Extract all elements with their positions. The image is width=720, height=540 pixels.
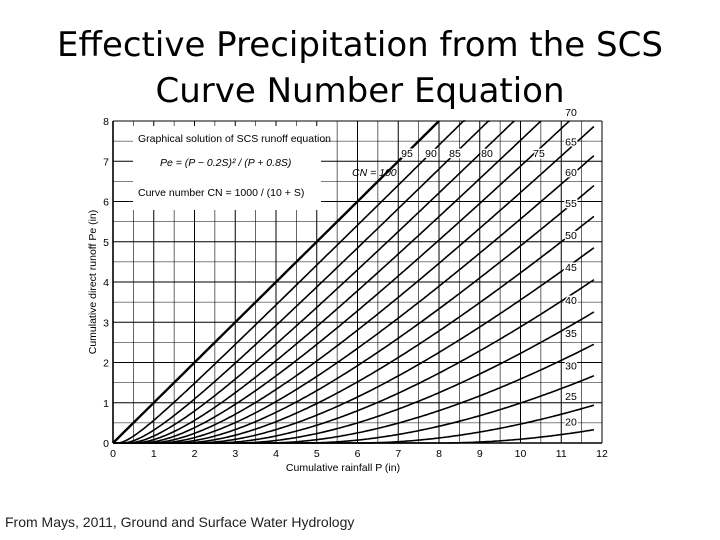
curve-cn-85 bbox=[113, 120, 515, 444]
cn-label-95: 95 bbox=[401, 148, 413, 160]
cn-label-55: 55 bbox=[565, 198, 577, 210]
x-tick-label: 11 bbox=[556, 448, 567, 460]
x-tick-label: 4 bbox=[273, 448, 279, 460]
source-credit: From Mays, 2011, Ground and Surface Wate… bbox=[5, 514, 355, 530]
y-axis-label: Cumulative direct runoff Pe (in) bbox=[87, 210, 99, 355]
cn-label-45: 45 bbox=[565, 262, 577, 274]
curve-cn-100 bbox=[112, 120, 440, 444]
x-tick-label: 7 bbox=[395, 448, 401, 460]
curve-cn-75 bbox=[113, 120, 570, 444]
y-tick-label: 5 bbox=[103, 237, 109, 249]
x-tick-label: 6 bbox=[355, 448, 361, 460]
curve-cn-90 bbox=[113, 120, 491, 444]
y-tick-label: 1 bbox=[103, 398, 109, 410]
curve-cn-35 bbox=[113, 343, 595, 444]
x-tick-label: 5 bbox=[314, 448, 320, 460]
cn-label-20: 20 bbox=[565, 416, 577, 428]
cn-label-40: 40 bbox=[565, 295, 577, 307]
x-tick-label: 12 bbox=[596, 448, 608, 460]
x-tick-label: 1 bbox=[151, 448, 157, 460]
y-tick-label: 2 bbox=[103, 358, 109, 370]
cn-label-80: 80 bbox=[481, 148, 493, 160]
x-tick-label: 0 bbox=[110, 448, 116, 460]
cn-label-35: 35 bbox=[565, 328, 577, 340]
cn-label-25: 25 bbox=[565, 391, 577, 403]
x-tick-label: 10 bbox=[515, 448, 527, 460]
cn-label-75: 75 bbox=[533, 148, 545, 160]
slide-title-line-2: Curve Number Equation bbox=[155, 71, 565, 111]
slide-title: Effective Precipitation from the SCS Cur… bbox=[0, 22, 720, 114]
curve-cn-50 bbox=[113, 247, 595, 444]
x-tick-label: 8 bbox=[436, 448, 442, 460]
x-axis-label: Cumulative rainfall P (in) bbox=[286, 462, 400, 474]
x-tick-label: 3 bbox=[232, 448, 238, 460]
cn-label-50: 50 bbox=[565, 230, 577, 242]
y-tick-label: 6 bbox=[103, 197, 109, 209]
y-tick-label: 7 bbox=[103, 156, 109, 168]
x-tick-label: 2 bbox=[192, 448, 198, 460]
curve-cn-70 bbox=[113, 125, 595, 444]
cn-label-65: 65 bbox=[565, 137, 577, 149]
cn-100-label: CN = 100 bbox=[352, 167, 397, 179]
y-tick-label: 4 bbox=[103, 277, 109, 289]
cn-label-90: 90 bbox=[425, 148, 437, 160]
equation-cn: Curve number CN = 1000 / (10 + S) bbox=[138, 187, 304, 199]
curve-cn-55 bbox=[113, 215, 595, 444]
x-tick-label: 9 bbox=[477, 448, 483, 460]
curve-cn-60 bbox=[113, 184, 595, 444]
cn-label-60: 60 bbox=[565, 167, 577, 179]
legend-box bbox=[133, 126, 321, 210]
chart-axes bbox=[112, 121, 602, 444]
chart-title: Graphical solution of SCS runoff equatio… bbox=[138, 133, 331, 145]
curve-cn-95 bbox=[113, 120, 466, 444]
y-tick-label: 3 bbox=[103, 317, 109, 329]
equation-pe: Pe = (P − 0.2S)² / (P + 0.8S) bbox=[160, 157, 291, 169]
cn-label-70: 70 bbox=[565, 107, 577, 119]
curve-cn-80 bbox=[113, 120, 542, 444]
y-tick-label: 0 bbox=[103, 438, 109, 450]
y-tick-label: 8 bbox=[103, 116, 109, 128]
cn-label-85: 85 bbox=[449, 148, 461, 160]
slide-title-line-1: Effective Precipitation from the SCS bbox=[57, 25, 663, 65]
curve-cn-65 bbox=[113, 155, 595, 444]
cn-label-30: 30 bbox=[565, 360, 577, 372]
